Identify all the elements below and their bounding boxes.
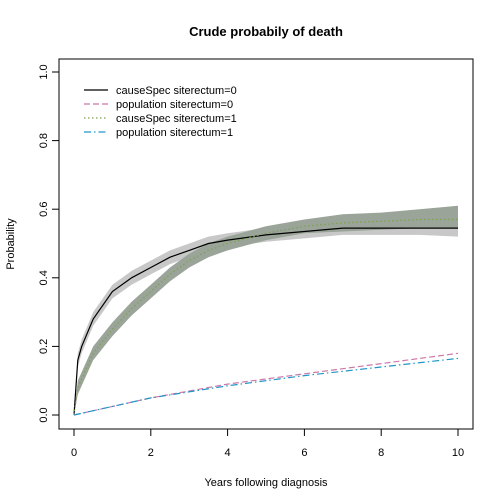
y-tick-label: 0.6 xyxy=(38,202,50,217)
chart-title: Crude probabily of death xyxy=(189,24,343,39)
series-lines xyxy=(74,220,458,416)
series-line xyxy=(74,358,458,415)
y-axis-label: Probability xyxy=(5,218,17,270)
x-tick-label: 0 xyxy=(71,447,77,459)
y-tick-label: 0.0 xyxy=(38,407,50,422)
x-axis-label: Years following diagnosis xyxy=(204,477,328,489)
ci-band xyxy=(74,218,458,415)
legend-label: population siterectum=1 xyxy=(116,127,233,139)
ci-band xyxy=(74,206,458,415)
series-line xyxy=(74,353,458,415)
y-axis: 0.0 0.2 0.4 0.6 0.8 1.0 xyxy=(38,64,59,422)
x-tick-label: 8 xyxy=(378,447,384,459)
x-tick-label: 4 xyxy=(225,447,231,459)
legend: causeSpec siterectum=0 population siterec… xyxy=(84,85,237,139)
y-tick-label: 1.0 xyxy=(38,64,50,79)
ci-bands xyxy=(74,206,458,415)
legend-label: causeSpec siterectum=1 xyxy=(116,113,237,125)
series-line xyxy=(74,220,458,416)
x-tick-label: 6 xyxy=(301,447,307,459)
y-tick-label: 0.2 xyxy=(38,339,50,354)
legend-label: population siterectum=0 xyxy=(116,99,233,111)
series-line xyxy=(74,228,458,415)
y-tick-label: 0.8 xyxy=(38,133,50,148)
x-axis: 0 2 4 6 8 10 xyxy=(71,429,464,459)
x-tick-label: 2 xyxy=(148,447,154,459)
legend-label: causeSpec siterectum=0 xyxy=(116,85,237,97)
x-tick-label: 10 xyxy=(452,447,464,459)
y-tick-label: 0.4 xyxy=(38,270,50,285)
